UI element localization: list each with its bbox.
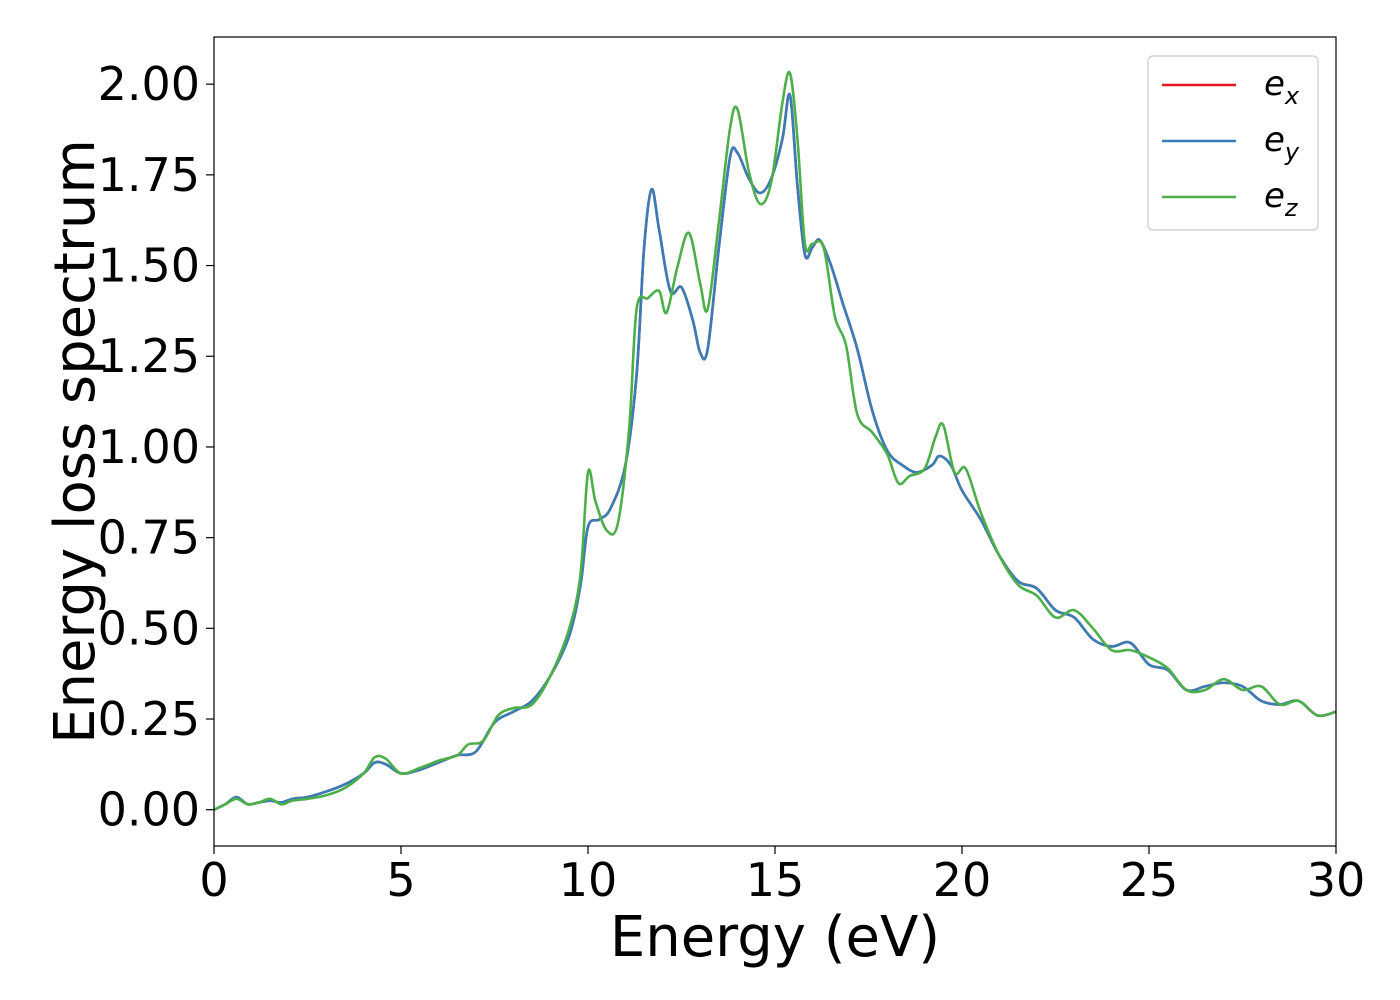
x-tick-label: 30 [1307,853,1366,907]
y-tick-label: 1.25 [98,329,200,383]
legend-label-y: ey [1264,120,1300,166]
y-tick-label: 0.75 [98,511,200,565]
x-tick-label: 25 [1120,853,1179,907]
legend-label-x: ex [1264,64,1300,110]
x-tick-label: 15 [746,853,805,907]
y-tick-label: 1.50 [98,239,200,293]
series-layer [213,70,1337,811]
legend-label-z: ez [1264,176,1299,222]
y-tick-label: 0.00 [98,783,200,837]
legend-box [1147,55,1319,231]
x-axis-title: Energy (eV) [610,905,940,970]
y-tick-label: 0.50 [98,601,200,655]
x-tick-label: 10 [559,853,618,907]
series-line-y [213,92,1337,811]
y-axis: 0.00 0.25 0.50 0.75 1.00 1.25 1.50 1.75 2.00 [98,57,214,837]
series-line-z [213,70,1337,811]
y-tick-label: 2.00 [98,57,200,111]
x-tick-label: 20 [933,853,992,907]
x-tick-label: 0 [199,853,228,907]
y-tick-label: 0.25 [98,692,200,746]
x-tick-label: 5 [386,853,415,907]
y-tick-label: 1.00 [98,420,200,474]
y-tick-label: 1.75 [98,148,200,202]
x-axis: 0 5 10 15 20 25 30 [199,846,1365,907]
y-axis-title: Energy loss spectrum [43,139,108,744]
legend: ex ey ez [1147,55,1319,231]
